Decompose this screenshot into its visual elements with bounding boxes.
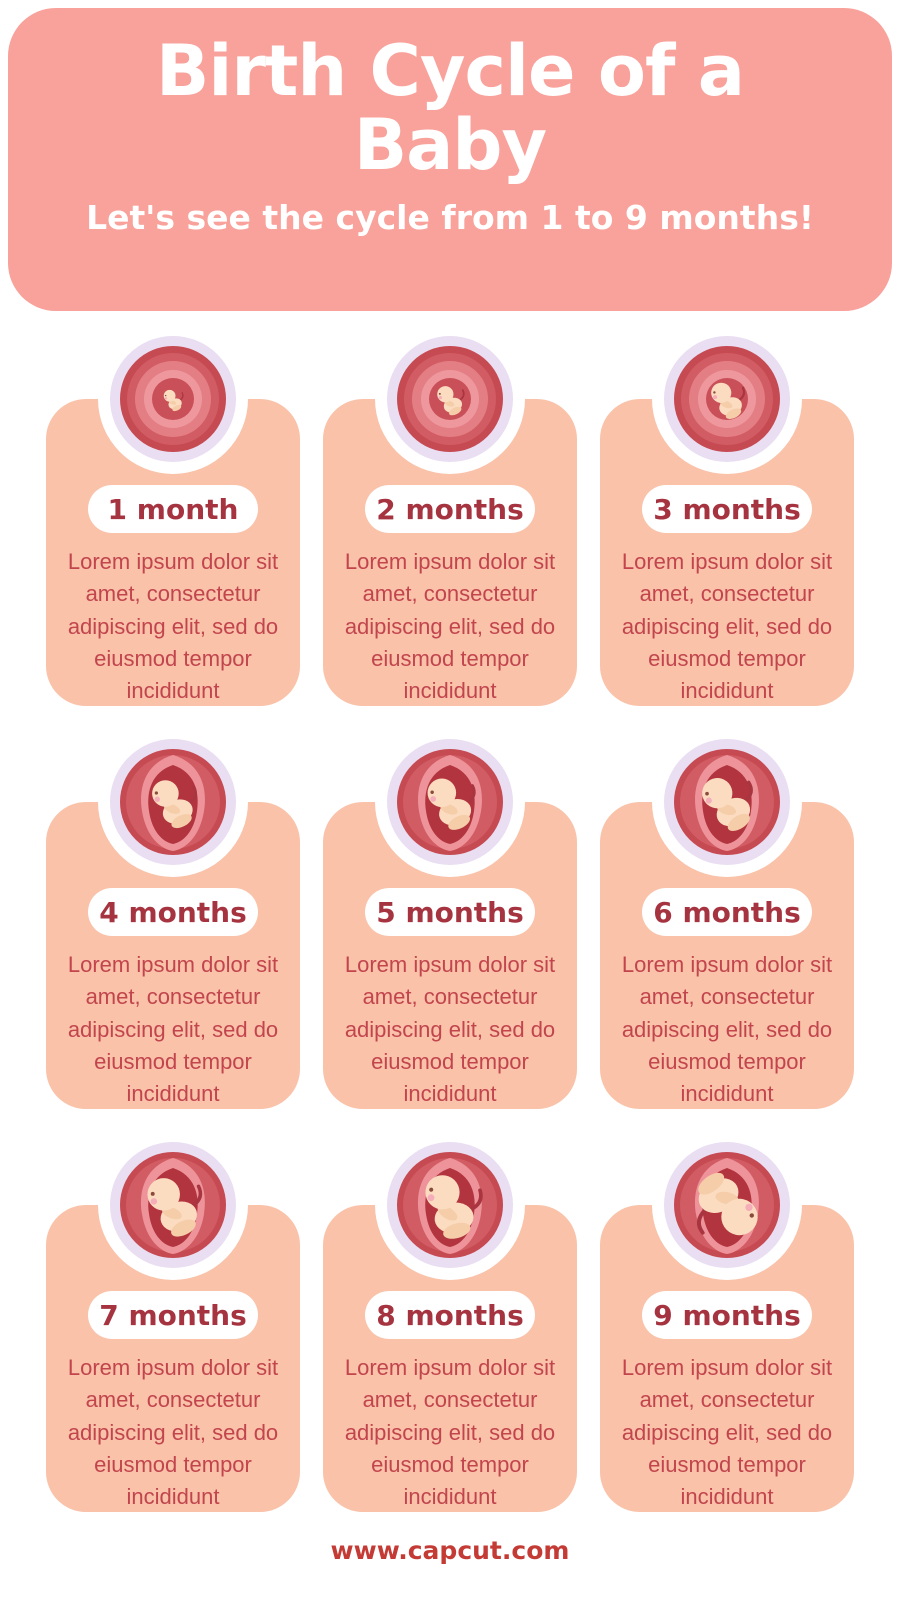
month-pill: 6 months <box>642 888 812 936</box>
month-card: 6 months Lorem ipsum dolor sit amet, con… <box>600 802 854 1109</box>
month-cell: 1 month Lorem ipsum dolor sit amet, cons… <box>46 336 300 706</box>
month-cell: 7 months Lorem ipsum dolor sit amet, con… <box>46 1142 300 1512</box>
month-card: 5 months Lorem ipsum dolor sit amet, con… <box>323 802 577 1109</box>
month-cell: 6 months Lorem ipsum dolor sit amet, con… <box>600 739 854 1109</box>
month-pill: 2 months <box>365 485 535 533</box>
month-pill: 5 months <box>365 888 535 936</box>
month-card: 2 months Lorem ipsum dolor sit amet, con… <box>323 399 577 706</box>
fetus-in-womb-icon <box>387 336 513 462</box>
month-label: 3 months <box>653 492 801 526</box>
fetus-in-womb-icon <box>387 739 513 865</box>
month-description: Lorem ipsum dolor sit amet, consectetur … <box>621 952 833 1107</box>
month-cell: 3 months Lorem ipsum dolor sit amet, con… <box>600 336 854 706</box>
month-cell: 5 months Lorem ipsum dolor sit amet, con… <box>323 739 577 1109</box>
month-description: Lorem ipsum dolor sit amet, consectetur … <box>344 549 556 704</box>
fetus-in-womb-icon <box>110 336 236 462</box>
page-title: Birth Cycle of a Baby <box>155 30 745 187</box>
month-label: 4 months <box>99 895 247 929</box>
month-card: 3 months Lorem ipsum dolor sit amet, con… <box>600 399 854 706</box>
month-description: Lorem ipsum dolor sit amet, consectetur … <box>67 549 279 704</box>
month-description: Lorem ipsum dolor sit amet, consectetur … <box>621 549 833 704</box>
footer: www.capcut.com <box>0 1536 900 1565</box>
month-pill: 3 months <box>642 485 812 533</box>
month-pill: 8 months <box>365 1291 535 1339</box>
month-label: 9 months <box>653 1298 801 1332</box>
month-cell: 9 months Lorem ipsum dolor sit amet, con… <box>600 1142 854 1512</box>
month-cell: 2 months Lorem ipsum dolor sit amet, con… <box>323 336 577 706</box>
fetus-in-womb-icon <box>387 1142 513 1268</box>
month-label: 2 months <box>376 492 524 526</box>
month-pill: 1 month <box>88 485 258 533</box>
month-label: 8 months <box>376 1298 524 1332</box>
month-cell: 8 months Lorem ipsum dolor sit amet, con… <box>323 1142 577 1512</box>
footer-url: www.capcut.com <box>330 1536 570 1565</box>
month-pill: 4 months <box>88 888 258 936</box>
month-label: 6 months <box>653 895 801 929</box>
page-subtitle: Let's see the cycle from 1 to 9 months! <box>86 198 814 238</box>
month-description: Lorem ipsum dolor sit amet, consectetur … <box>344 1355 556 1510</box>
month-label: 5 months <box>376 895 524 929</box>
fetus-in-womb-icon <box>110 739 236 865</box>
fetus-in-womb-icon <box>664 739 790 865</box>
month-description: Lorem ipsum dolor sit amet, consectetur … <box>621 1355 833 1510</box>
month-description: Lorem ipsum dolor sit amet, consectetur … <box>344 952 556 1107</box>
month-label: 1 month <box>107 492 239 526</box>
months-grid: 1 month Lorem ipsum dolor sit amet, cons… <box>46 336 854 1512</box>
fetus-in-womb-icon <box>664 336 790 462</box>
month-pill: 7 months <box>88 1291 258 1339</box>
month-description: Lorem ipsum dolor sit amet, consectetur … <box>67 1355 279 1510</box>
month-label: 7 months <box>99 1298 247 1332</box>
header-banner: Birth Cycle of a Baby Let's see the cycl… <box>8 8 892 311</box>
month-cell: 4 months Lorem ipsum dolor sit amet, con… <box>46 739 300 1109</box>
month-description: Lorem ipsum dolor sit amet, consectetur … <box>67 952 279 1107</box>
fetus-in-womb-icon <box>110 1142 236 1268</box>
fetus-in-womb-icon <box>664 1142 790 1268</box>
month-pill: 9 months <box>642 1291 812 1339</box>
